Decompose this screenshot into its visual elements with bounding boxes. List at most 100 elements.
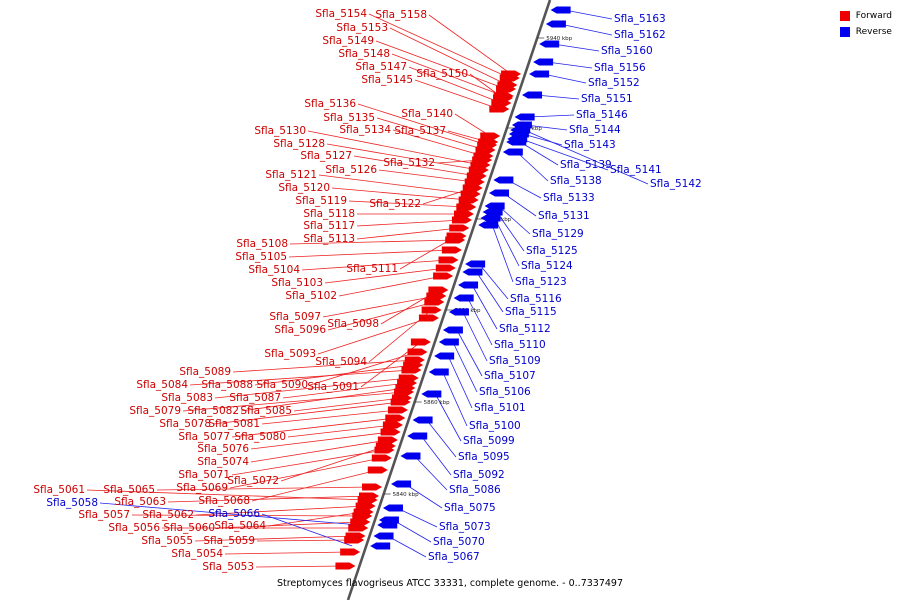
reverse-gene-feature bbox=[462, 269, 482, 276]
reverse-gene-label: Sfla_5099 bbox=[463, 435, 515, 447]
forward-leader-line bbox=[225, 552, 350, 554]
reverse-gene-feature bbox=[370, 543, 390, 550]
forward-gene-label: Sfla_5140 bbox=[401, 108, 453, 120]
forward-gene-feature bbox=[376, 443, 396, 450]
forward-leader-line bbox=[379, 170, 475, 182]
forward-gene-feature bbox=[422, 307, 442, 314]
forward-gene-feature bbox=[340, 549, 360, 556]
forward-gene-feature bbox=[447, 233, 467, 240]
forward-gene-feature bbox=[354, 509, 374, 516]
reverse-gene-feature bbox=[489, 190, 509, 197]
forward-gene-label: Sfla_5078 bbox=[159, 418, 211, 430]
reverse-gene-feature bbox=[434, 353, 454, 360]
forward-gene-label: Sfla_5098 bbox=[327, 318, 379, 330]
forward-gene-feature bbox=[350, 519, 370, 526]
forward-gene-label: Sfla_5127 bbox=[300, 150, 352, 162]
reverse-gene-label: Sfla_5160 bbox=[601, 45, 653, 57]
genome-caption: Streptomyces flavogriseus ATCC 33331, co… bbox=[0, 578, 900, 589]
reverse-leader-line bbox=[457, 330, 482, 376]
reverse-gene-label: Sfla_5142 bbox=[650, 178, 702, 190]
reverse-leader-line bbox=[427, 420, 456, 457]
forward-gene-label: Sfla_5088 bbox=[201, 379, 253, 391]
forward-leader-line bbox=[256, 566, 345, 567]
reverse-leader-line bbox=[453, 342, 477, 392]
forward-gene-label: Sfla_5104 bbox=[248, 264, 300, 276]
forward-gene-label: Sfla_5091 bbox=[307, 381, 359, 393]
forward-gene-label: Sfla_5150 bbox=[416, 68, 468, 80]
reverse-gene-label: Sfla_5073 bbox=[439, 521, 491, 533]
forward-gene-feature bbox=[465, 179, 485, 186]
forward-gene-label: Sfla_5120 bbox=[278, 182, 330, 194]
reverse-gene-label: Sfla_5129 bbox=[532, 228, 584, 240]
forward-gene-feature bbox=[383, 422, 403, 429]
forward-gene-label: Sfla_5149 bbox=[322, 35, 374, 47]
reverse-gene-feature bbox=[546, 21, 566, 28]
reverse-gene-feature bbox=[439, 339, 459, 346]
reverse-gene-feature bbox=[529, 71, 549, 78]
forward-gene-label: Sfla_5103 bbox=[271, 277, 323, 289]
forward-gene-feature bbox=[459, 197, 479, 204]
reverse-gene-label: Sfla_5066 bbox=[208, 508, 260, 520]
reverse-leader-line bbox=[421, 436, 451, 475]
forward-gene-label: Sfla_5057 bbox=[78, 509, 130, 521]
reverse-gene-label: Sfla_5156 bbox=[594, 62, 646, 74]
forward-gene-label: Sfla_5097 bbox=[269, 311, 321, 323]
forward-gene-label: Sfla_5085 bbox=[240, 405, 292, 417]
forward-gene-label: Sfla_5108 bbox=[236, 238, 288, 250]
forward-leader-line bbox=[251, 440, 388, 462]
forward-gene-feature bbox=[411, 339, 431, 346]
forward-gene-label: Sfla_5132 bbox=[383, 157, 435, 169]
reverse-gene-label: Sfla_5125 bbox=[526, 245, 578, 257]
reverse-gene-feature bbox=[481, 215, 501, 222]
forward-gene-feature bbox=[461, 191, 481, 198]
forward-gene-label: Sfla_5094 bbox=[315, 356, 367, 368]
legend-reverse: Reverse bbox=[840, 24, 892, 40]
reverse-gene-feature bbox=[374, 533, 394, 540]
reverse-gene-label: Sfla_5110 bbox=[494, 339, 546, 351]
forward-gene-feature bbox=[454, 211, 474, 218]
forward-gene-label: Sfla_5079 bbox=[129, 405, 181, 417]
forward-gene-feature bbox=[452, 217, 472, 224]
reverse-leader-line bbox=[565, 10, 612, 19]
forward-gene-label: Sfla_5054 bbox=[171, 548, 223, 560]
reverse-gene-feature bbox=[515, 114, 535, 121]
forward-gene-label: Sfla_5117 bbox=[303, 220, 355, 232]
reverse-leader-line bbox=[448, 356, 472, 408]
forward-leader-line bbox=[289, 250, 452, 257]
reverse-leader-line bbox=[476, 272, 503, 312]
forward-gene-label: Sfla_5060 bbox=[163, 522, 215, 534]
forward-gene-label: Sfla_5063 bbox=[114, 496, 166, 508]
reverse-gene-feature bbox=[465, 261, 485, 268]
forward-gene-feature bbox=[456, 204, 476, 211]
forward-gene-label: Sfla_5081 bbox=[208, 418, 260, 430]
forward-gene-feature bbox=[424, 299, 444, 306]
reverse-leader-line bbox=[463, 312, 487, 361]
forward-leader-line bbox=[319, 175, 471, 194]
axis-tick-label: 5840 kbp bbox=[393, 492, 419, 498]
label-leader-lines bbox=[87, 10, 648, 567]
reverse-gene-feature bbox=[485, 203, 505, 210]
forward-gene-label: Sfla_5087 bbox=[229, 392, 281, 404]
forward-gene-label: Sfla_5074 bbox=[197, 456, 249, 468]
reverse-legend-label: Reverse bbox=[856, 27, 892, 37]
forward-leader-line bbox=[357, 220, 462, 226]
reverse-gene-feature bbox=[400, 453, 420, 460]
reverse-gene-feature bbox=[458, 282, 478, 289]
forward-gene-label: Sfla_5158 bbox=[375, 9, 427, 21]
genome-map: 5940 kbp5920 kbp5900 kbp5880 kbp5860 kbp… bbox=[0, 0, 900, 600]
forward-gene-label: Sfla_5084 bbox=[136, 379, 188, 391]
reverse-leader-line bbox=[472, 285, 497, 329]
forward-gene-feature bbox=[436, 265, 456, 272]
reverse-leader-line bbox=[536, 95, 579, 99]
reverse-leader-line bbox=[543, 74, 586, 83]
reverse-gene-label: Sfla_5106 bbox=[479, 386, 531, 398]
forward-gene-feature bbox=[407, 349, 427, 356]
forward-legend-label: Forward bbox=[856, 11, 892, 21]
forward-gene-label: Sfla_5130 bbox=[254, 125, 306, 137]
reverse-leader-line bbox=[414, 456, 447, 490]
forward-gene-label: Sfla_5122 bbox=[369, 198, 421, 210]
forward-gene-feature bbox=[442, 247, 462, 254]
forward-gene-label: Sfla_5055 bbox=[141, 535, 193, 547]
reverse-gene-label: Sfla_5109 bbox=[489, 355, 541, 367]
forward-gene-label: Sfla_5076 bbox=[197, 443, 249, 455]
